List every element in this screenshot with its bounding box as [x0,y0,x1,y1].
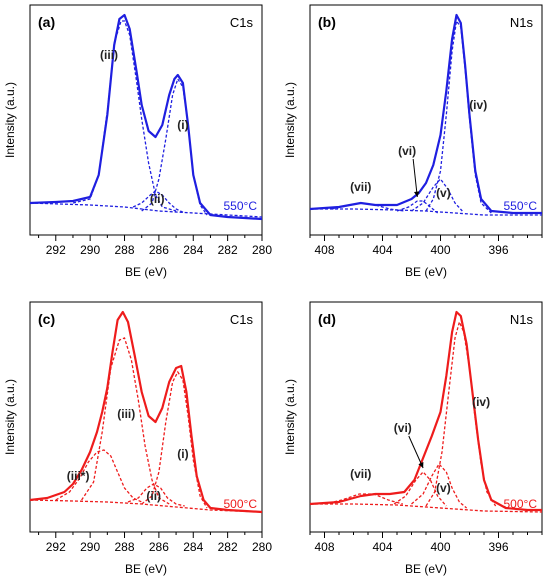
x-axis-ticks: 292 290 288 286 284 282 280 [38,532,272,554]
panel-label: (d) [318,311,336,327]
x-tick-label: 404 [372,243,392,257]
plot-area: (iv) (vi) (v) (vii) [309,310,543,513]
panel-label: (a) [38,14,55,30]
plot-frame [29,301,263,533]
x-axis-ticks: 408 404 400 396 [309,235,543,257]
x-tick-label: 290 [80,540,100,554]
plot-area: (iii) (i) (ii) [29,13,263,221]
y-axis-label: Intensity (a.u.) [283,82,297,158]
arrow-head-icon [414,191,420,197]
plot-area: (iii) (i) (ii) (iii*) [29,310,263,514]
measured-spectrum-line [29,310,263,514]
measured-spectrum-line [309,13,542,215]
component-line [72,20,177,212]
x-tick-label: 290 [80,243,100,257]
x-tick-label: 286 [149,243,169,257]
x-axis-label: BE (eV) [405,562,447,576]
component-label: (v) [436,186,451,200]
component-line [393,471,447,507]
component-label: (iii) [100,48,118,62]
x-tick-label: 288 [115,540,135,554]
x-tick-label: 396 [488,243,508,257]
component-label: (ii) [146,489,161,503]
component-line [55,449,142,503]
y-axis-label: Intensity (a.u.) [3,379,17,455]
x-tick-label: 282 [218,540,238,554]
panel-label: (b) [318,14,336,30]
component-label: (iii) [117,407,135,421]
x-tick-label: 404 [372,540,392,554]
component-label: (i) [177,118,188,132]
arrow-head-icon [418,462,424,468]
x-tick-label: 292 [46,540,66,554]
temperature-label: 550°C [504,199,538,213]
component-label: (v) [436,481,451,495]
temperature-label: 550°C [224,199,258,213]
component-label: (ii) [150,192,165,206]
arrow-line [408,435,424,469]
x-tick-label: 292 [46,243,66,257]
x-tick-label: 284 [183,540,203,554]
component-label: (vii) [350,467,371,481]
component-line [425,19,492,214]
component-line [411,177,463,212]
background-line [310,503,543,513]
x-axis-ticks: 408 404 400 396 [309,532,543,554]
component-label: (iv) [469,98,487,112]
component-line [425,320,497,507]
x-tick-label: 284 [183,243,203,257]
x-tick-label: 400 [430,540,450,554]
panel-b-n1s-550: 408 404 400 396 (iv) (vi) (v) (vii) (b) N1s 55… [283,4,543,279]
component-label: (vi) [398,144,416,158]
temperature-label: 500°C [504,497,538,511]
x-tick-label: 280 [252,540,272,554]
region-label: C1s [230,312,254,327]
component-line [132,190,185,214]
component-label: (iv) [472,395,490,409]
x-axis-ticks: 292 290 288 286 284 282 280 [38,235,272,257]
temperature-label: 500°C [224,497,258,511]
component-line [141,370,208,509]
panel-a-c1s-550: 292 290 288 286 284 282 280 (iii) (i) (ii) (a) C… [3,4,272,279]
measured-spectrum-line [29,13,263,221]
x-tick-label: 288 [115,243,135,257]
component-label: (iii*) [67,469,90,483]
background-line [29,202,263,218]
panel-d-n1s-500: 408 404 400 396 (iv) (vi) (v) (vii) (d) N1s 50… [283,301,543,576]
x-tick-label: 282 [218,243,238,257]
x-axis-label: BE (eV) [405,265,447,279]
x-axis-label: BE (eV) [125,265,167,279]
region-label: N1s [510,15,534,30]
y-axis-label: Intensity (a.u.) [283,379,297,455]
x-tick-label: 400 [430,243,450,257]
plot-frame [29,4,263,236]
x-tick-label: 408 [314,540,334,554]
component-label: (i) [177,447,188,461]
component-line [396,200,439,214]
region-label: C1s [230,15,254,30]
component-line [127,483,185,507]
panel-c-c1s-500: 292 290 288 286 284 282 280 (iii) (i) (ii) (iii*)… [3,301,272,576]
x-axis-label: BE (eV) [125,562,167,576]
measured-spectrum-line [309,310,542,512]
y-axis-label: Intensity (a.u.) [3,82,17,158]
component-label: (vii) [350,180,371,194]
component-label: (vi) [394,421,412,435]
x-tick-label: 280 [252,243,272,257]
x-tick-label: 396 [488,540,508,554]
x-tick-label: 408 [314,243,334,257]
panel-label: (c) [38,311,55,327]
region-label: N1s [510,312,534,327]
arrow-line [412,158,418,198]
x-tick-label: 286 [149,540,169,554]
plot-area: (iv) (vi) (v) (vii) [309,13,542,216]
component-line [411,462,468,509]
